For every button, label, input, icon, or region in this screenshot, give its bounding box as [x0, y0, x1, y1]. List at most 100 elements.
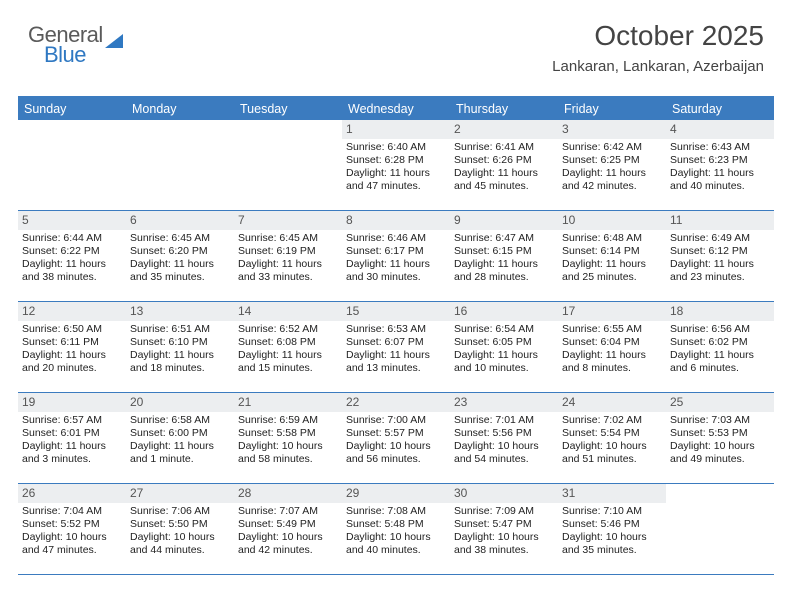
sunset-text: Sunset: 6:25 PM	[562, 154, 662, 167]
day-cell: 8Sunrise: 6:46 AMSunset: 6:17 PMDaylight…	[342, 211, 450, 301]
day-number: 7	[234, 211, 342, 230]
sunrise-text: Sunrise: 7:09 AM	[454, 505, 554, 518]
sunrise-text: Sunrise: 7:04 AM	[22, 505, 122, 518]
sunrise-text: Sunrise: 7:10 AM	[562, 505, 662, 518]
sunrise-text: Sunrise: 6:55 AM	[562, 323, 662, 336]
daylight-text: Daylight: 10 hours and 54 minutes.	[454, 440, 554, 466]
day-number: 28	[234, 484, 342, 503]
week-row: 5Sunrise: 6:44 AMSunset: 6:22 PMDaylight…	[18, 211, 774, 302]
sunset-text: Sunset: 6:15 PM	[454, 245, 554, 258]
day-cell: 27Sunrise: 7:06 AMSunset: 5:50 PMDayligh…	[126, 484, 234, 574]
sunrise-text: Sunrise: 6:54 AM	[454, 323, 554, 336]
day-number: 3	[558, 120, 666, 139]
sunset-text: Sunset: 6:17 PM	[346, 245, 446, 258]
sunset-text: Sunset: 5:58 PM	[238, 427, 338, 440]
daylight-text: Daylight: 11 hours and 13 minutes.	[346, 349, 446, 375]
day-cell: 10Sunrise: 6:48 AMSunset: 6:14 PMDayligh…	[558, 211, 666, 301]
sunrise-text: Sunrise: 7:06 AM	[130, 505, 230, 518]
day-details: Sunrise: 6:52 AMSunset: 6:08 PMDaylight:…	[234, 321, 342, 382]
day-number: 12	[18, 302, 126, 321]
daylight-text: Daylight: 11 hours and 38 minutes.	[22, 258, 122, 284]
daylight-text: Daylight: 10 hours and 44 minutes.	[130, 531, 230, 557]
weekday-sat: Saturday	[666, 98, 774, 120]
week-row: 12Sunrise: 6:50 AMSunset: 6:11 PMDayligh…	[18, 302, 774, 393]
day-cell: 11Sunrise: 6:49 AMSunset: 6:12 PMDayligh…	[666, 211, 774, 301]
day-number: 19	[18, 393, 126, 412]
week-row: 19Sunrise: 6:57 AMSunset: 6:01 PMDayligh…	[18, 393, 774, 484]
sunrise-text: Sunrise: 6:52 AM	[238, 323, 338, 336]
daylight-text: Daylight: 11 hours and 20 minutes.	[22, 349, 122, 375]
sunset-text: Sunset: 6:11 PM	[22, 336, 122, 349]
day-cell	[666, 484, 774, 574]
day-number: 18	[666, 302, 774, 321]
day-details: Sunrise: 6:48 AMSunset: 6:14 PMDaylight:…	[558, 230, 666, 291]
day-details: Sunrise: 6:59 AMSunset: 5:58 PMDaylight:…	[234, 412, 342, 473]
weekday-wed: Wednesday	[342, 98, 450, 120]
weekday-thu: Thursday	[450, 98, 558, 120]
day-cell: 5Sunrise: 6:44 AMSunset: 6:22 PMDaylight…	[18, 211, 126, 301]
weekday-tue: Tuesday	[234, 98, 342, 120]
day-details: Sunrise: 6:51 AMSunset: 6:10 PMDaylight:…	[126, 321, 234, 382]
day-cell: 12Sunrise: 6:50 AMSunset: 6:11 PMDayligh…	[18, 302, 126, 392]
day-details: Sunrise: 6:49 AMSunset: 6:12 PMDaylight:…	[666, 230, 774, 291]
daylight-text: Daylight: 11 hours and 33 minutes.	[238, 258, 338, 284]
header-right: October 2025 Lankaran, Lankaran, Azerbai…	[552, 20, 764, 75]
daylight-text: Daylight: 11 hours and 8 minutes.	[562, 349, 662, 375]
sunset-text: Sunset: 6:14 PM	[562, 245, 662, 258]
day-cell: 6Sunrise: 6:45 AMSunset: 6:20 PMDaylight…	[126, 211, 234, 301]
day-number: 13	[126, 302, 234, 321]
sunset-text: Sunset: 5:56 PM	[454, 427, 554, 440]
day-cell: 13Sunrise: 6:51 AMSunset: 6:10 PMDayligh…	[126, 302, 234, 392]
day-cell: 3Sunrise: 6:42 AMSunset: 6:25 PMDaylight…	[558, 120, 666, 210]
day-details: Sunrise: 7:07 AMSunset: 5:49 PMDaylight:…	[234, 503, 342, 564]
sunrise-text: Sunrise: 7:01 AM	[454, 414, 554, 427]
day-number: 26	[18, 484, 126, 503]
daylight-text: Daylight: 11 hours and 30 minutes.	[346, 258, 446, 284]
day-details: Sunrise: 6:50 AMSunset: 6:11 PMDaylight:…	[18, 321, 126, 382]
day-details: Sunrise: 6:56 AMSunset: 6:02 PMDaylight:…	[666, 321, 774, 382]
brand-logo: General Blue	[28, 22, 123, 68]
day-number: 5	[18, 211, 126, 230]
sunset-text: Sunset: 6:04 PM	[562, 336, 662, 349]
week-row: 26Sunrise: 7:04 AMSunset: 5:52 PMDayligh…	[18, 484, 774, 575]
day-cell: 17Sunrise: 6:55 AMSunset: 6:04 PMDayligh…	[558, 302, 666, 392]
day-details: Sunrise: 7:03 AMSunset: 5:53 PMDaylight:…	[666, 412, 774, 473]
day-details: Sunrise: 7:04 AMSunset: 5:52 PMDaylight:…	[18, 503, 126, 564]
day-details: Sunrise: 6:41 AMSunset: 6:26 PMDaylight:…	[450, 139, 558, 200]
weekday-sun: Sunday	[18, 98, 126, 120]
day-cell: 14Sunrise: 6:52 AMSunset: 6:08 PMDayligh…	[234, 302, 342, 392]
sunrise-text: Sunrise: 6:41 AM	[454, 141, 554, 154]
sunrise-text: Sunrise: 6:43 AM	[670, 141, 770, 154]
day-details: Sunrise: 7:02 AMSunset: 5:54 PMDaylight:…	[558, 412, 666, 473]
sunset-text: Sunset: 6:26 PM	[454, 154, 554, 167]
day-number: 31	[558, 484, 666, 503]
day-details: Sunrise: 6:47 AMSunset: 6:15 PMDaylight:…	[450, 230, 558, 291]
sunrise-text: Sunrise: 7:03 AM	[670, 414, 770, 427]
sunrise-text: Sunrise: 7:02 AM	[562, 414, 662, 427]
sunset-text: Sunset: 6:10 PM	[130, 336, 230, 349]
sunrise-text: Sunrise: 7:00 AM	[346, 414, 446, 427]
sunset-text: Sunset: 6:07 PM	[346, 336, 446, 349]
daylight-text: Daylight: 11 hours and 42 minutes.	[562, 167, 662, 193]
page-title: October 2025	[552, 20, 764, 52]
location-text: Lankaran, Lankaran, Azerbaijan	[552, 58, 764, 75]
day-details: Sunrise: 6:58 AMSunset: 6:00 PMDaylight:…	[126, 412, 234, 473]
day-details: Sunrise: 7:10 AMSunset: 5:46 PMDaylight:…	[558, 503, 666, 564]
daylight-text: Daylight: 10 hours and 38 minutes.	[454, 531, 554, 557]
triangle-icon	[105, 34, 123, 48]
day-details: Sunrise: 6:54 AMSunset: 6:05 PMDaylight:…	[450, 321, 558, 382]
daylight-text: Daylight: 11 hours and 1 minute.	[130, 440, 230, 466]
day-cell: 22Sunrise: 7:00 AMSunset: 5:57 PMDayligh…	[342, 393, 450, 483]
sunset-text: Sunset: 6:08 PM	[238, 336, 338, 349]
sunset-text: Sunset: 5:52 PM	[22, 518, 122, 531]
day-cell: 9Sunrise: 6:47 AMSunset: 6:15 PMDaylight…	[450, 211, 558, 301]
day-details: Sunrise: 6:53 AMSunset: 6:07 PMDaylight:…	[342, 321, 450, 382]
sunrise-text: Sunrise: 6:44 AM	[22, 232, 122, 245]
day-cell: 2Sunrise: 6:41 AMSunset: 6:26 PMDaylight…	[450, 120, 558, 210]
sunrise-text: Sunrise: 6:50 AM	[22, 323, 122, 336]
sunrise-text: Sunrise: 6:53 AM	[346, 323, 446, 336]
day-cell	[234, 120, 342, 210]
day-cell: 25Sunrise: 7:03 AMSunset: 5:53 PMDayligh…	[666, 393, 774, 483]
daylight-text: Daylight: 10 hours and 51 minutes.	[562, 440, 662, 466]
sunrise-text: Sunrise: 6:51 AM	[130, 323, 230, 336]
